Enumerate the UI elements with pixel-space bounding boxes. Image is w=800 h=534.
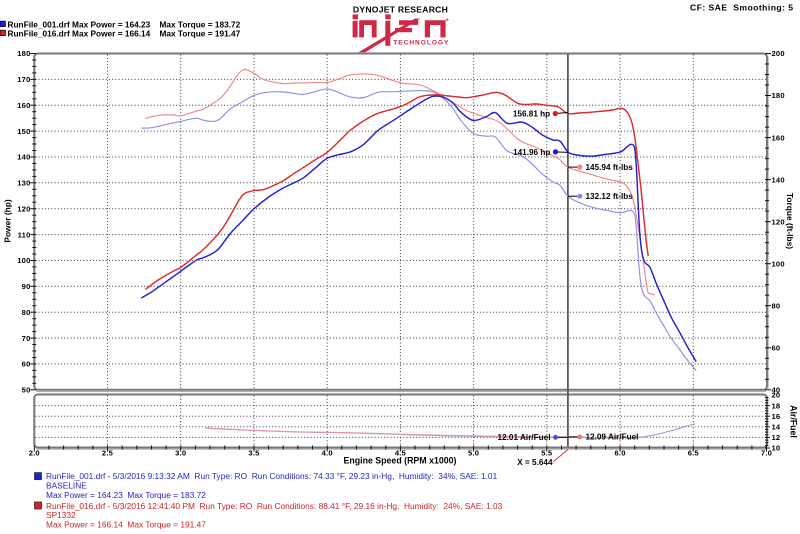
svg-text:145.94 ft-lbs: 145.94 ft-lbs	[586, 163, 634, 172]
svg-text:100: 100	[772, 259, 785, 268]
svg-text:160: 160	[772, 133, 785, 142]
svg-text:4.5: 4.5	[395, 449, 407, 458]
svg-text:5.0: 5.0	[468, 449, 479, 458]
svg-text:TECHNOLOGY: TECHNOLOGY	[393, 40, 449, 47]
svg-text:DYNOJET RESEARCH: DYNOJET RESEARCH	[353, 5, 448, 15]
svg-text:CF: SAE Smoothing: 5: CF: SAE Smoothing: 5	[690, 2, 794, 12]
svg-text:Max Power = 164.23 Max Torque: Max Power = 164.23 Max Torque = 183.72	[46, 490, 206, 500]
svg-text:2.0: 2.0	[29, 449, 40, 458]
svg-text:X = 5.644: X = 5.644	[517, 458, 553, 467]
svg-text:16: 16	[772, 412, 781, 421]
svg-text:180: 180	[17, 49, 30, 58]
svg-text:170: 170	[17, 75, 30, 84]
svg-text:150: 150	[17, 127, 30, 136]
svg-text:5.5: 5.5	[541, 449, 553, 458]
svg-text:130: 130	[17, 179, 30, 188]
svg-text:SP1332: SP1332	[46, 510, 76, 520]
svg-text:140: 140	[17, 153, 30, 162]
svg-text:RunFile_001.drf - 5/3/2016 9:1: RunFile_001.drf - 5/3/2016 9:13:32 AM Ru…	[46, 471, 498, 481]
svg-text:80: 80	[772, 301, 781, 310]
svg-text:Max Power = 166.14 Max Torque: Max Power = 166.14 Max Torque = 191.47	[46, 520, 206, 530]
svg-text:70: 70	[22, 334, 31, 343]
svg-text:18: 18	[772, 401, 781, 410]
svg-text:RunFile_016.drf - 5/3/2016 12:: RunFile_016.drf - 5/3/2016 12:41:40 PM R…	[46, 501, 503, 511]
svg-text:12.09 Air/Fuel: 12.09 Air/Fuel	[586, 433, 639, 442]
svg-text:156.81 hp: 156.81 hp	[513, 109, 550, 118]
svg-text:110: 110	[18, 230, 31, 239]
svg-text:Engine Speed (RPM x1000): Engine Speed (RPM x1000)	[344, 456, 457, 466]
svg-text:12: 12	[772, 433, 781, 442]
svg-text:Air/Fuel: Air/Fuel	[789, 405, 799, 438]
svg-text:120: 120	[17, 204, 30, 213]
svg-text:90: 90	[22, 282, 31, 291]
svg-text:160: 160	[17, 101, 30, 110]
svg-text:Power (hp): Power (hp)	[3, 199, 13, 242]
svg-text:10: 10	[772, 444, 781, 453]
svg-text:Torque (ft-lbs): Torque (ft-lbs)	[785, 193, 795, 249]
svg-text:50: 50	[22, 386, 31, 395]
svg-text:6.5: 6.5	[688, 449, 700, 458]
svg-text:180: 180	[772, 91, 785, 100]
svg-text:141.96 hp: 141.96 hp	[513, 148, 550, 157]
svg-text:80: 80	[22, 308, 31, 317]
svg-text:132.12 ft-lbs: 132.12 ft-lbs	[586, 192, 634, 201]
svg-text:40: 40	[772, 386, 781, 395]
svg-text:140: 140	[772, 175, 785, 184]
svg-text:200: 200	[772, 49, 785, 58]
svg-text:RunFile_001.drf Max Power = 16: RunFile_001.drf Max Power = 164.23 Max T…	[8, 19, 241, 29]
svg-text:3.0: 3.0	[175, 449, 186, 458]
svg-text:20: 20	[772, 391, 781, 400]
svg-text:4.0: 4.0	[322, 449, 333, 458]
svg-text:RunFile_016.drf Max Power = 16: RunFile_016.drf Max Power = 166.14 Max T…	[8, 28, 241, 38]
svg-text:12.01 Air/Fuel: 12.01 Air/Fuel	[498, 433, 551, 442]
svg-text:3.5: 3.5	[248, 449, 260, 458]
svg-text:100: 100	[17, 256, 30, 265]
svg-text:60: 60	[22, 360, 31, 369]
svg-text:BASELINE: BASELINE	[46, 481, 87, 491]
svg-text:14: 14	[772, 423, 781, 432]
svg-text:6.0: 6.0	[615, 449, 626, 458]
svg-text:120: 120	[772, 217, 785, 226]
svg-text:2.5: 2.5	[102, 449, 114, 458]
svg-text:7.0: 7.0	[761, 449, 772, 458]
svg-text:60: 60	[772, 344, 781, 353]
